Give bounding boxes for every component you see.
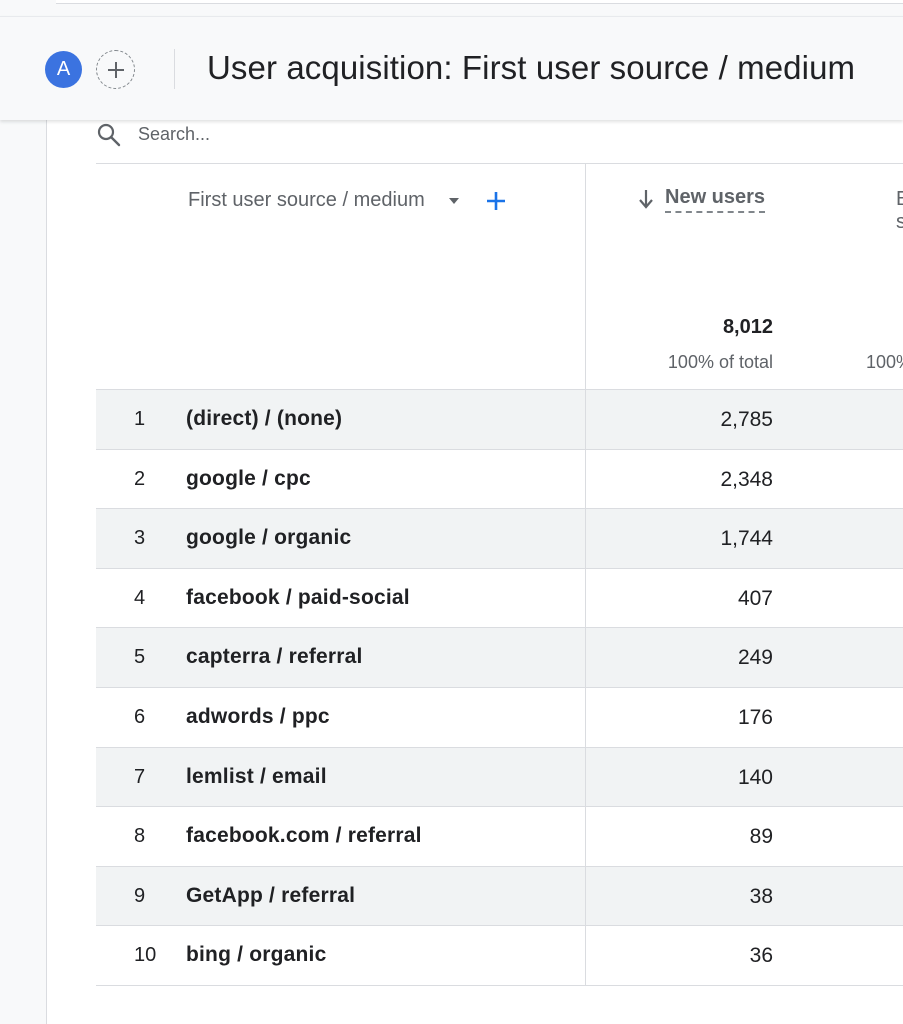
arrow-down-icon	[639, 190, 653, 209]
column-divider	[585, 687, 586, 747]
row-dimension-value[interactable]: facebook / paid-social	[186, 585, 410, 609]
column-divider	[585, 509, 586, 568]
row-metric-value: 176	[737, 705, 773, 729]
column-divider	[585, 926, 586, 985]
row-dimension-value[interactable]: google / organic	[186, 526, 352, 550]
table-row[interactable]: 1 (direct) / (none) 2,785	[96, 390, 903, 450]
row-metric-value: 249	[737, 646, 773, 670]
dimension-column-header: First user source / medium	[188, 189, 507, 212]
header-divider	[174, 49, 175, 89]
table-row[interactable]: 6 adwords / ppc 176	[96, 687, 903, 748]
row-metric-value: 2,348	[720, 467, 773, 491]
row-rank: 3	[134, 527, 146, 550]
column-divider	[585, 568, 586, 628]
row-dimension-value[interactable]: lemlist / email	[186, 764, 327, 788]
left-gutter	[0, 120, 47, 1024]
search-bar	[96, 120, 903, 164]
table-row[interactable]: 5 capterra / referral 249	[96, 628, 903, 688]
row-rank: 7	[134, 765, 146, 788]
table-row[interactable]: 9 GetApp / referral 38	[96, 866, 903, 927]
column-divider	[585, 390, 586, 449]
table-body: 1 (direct) / (none) 2,785 2 google / cpc 2,34…	[96, 390, 903, 986]
row-metric-value: 89	[749, 825, 773, 849]
row-metric-value: 36	[749, 944, 773, 968]
page-title: User acquisition: First user source / me…	[207, 49, 856, 86]
row-dimension-value[interactable]: facebook.com / referral	[186, 824, 422, 848]
dimension-label[interactable]: First user source / medium	[188, 189, 425, 211]
table-row[interactable]: 3 google / organic 1,744	[96, 509, 903, 569]
row-dimension-value[interactable]: (direct) / (none)	[186, 407, 343, 430]
table-row[interactable]: 10 bing / organic 36	[96, 926, 903, 986]
search-input[interactable]	[138, 120, 538, 148]
column-divider	[585, 449, 586, 509]
row-rank: 2	[134, 467, 146, 490]
row-rank: 9	[134, 884, 146, 907]
caret-down-icon[interactable]	[447, 194, 461, 208]
row-rank: 1	[134, 408, 146, 430]
table-header: First user source / medium New users	[96, 163, 903, 391]
row-dimension-value[interactable]: bing / organic	[186, 943, 327, 967]
column-divider	[585, 866, 586, 926]
add-comparison-button[interactable]	[96, 50, 135, 89]
table-row[interactable]: 8 facebook.com / referral 89	[96, 807, 903, 867]
top-strip-edge	[56, 0, 903, 4]
next-total-percentage-partial: 100%	[866, 352, 903, 372]
next-metric-label-partial[interactable]: E s	[896, 188, 903, 233]
row-dimension-value[interactable]: google / cpc	[186, 466, 311, 490]
total-value: 8,012	[722, 316, 773, 338]
table-row[interactable]: 7 lemlist / email 140	[96, 747, 903, 808]
table-row[interactable]: 2 google / cpc 2,348	[96, 449, 903, 510]
report-header: A User acquisition: First user source / …	[0, 16, 903, 120]
row-metric-value: 407	[737, 586, 773, 610]
data-table: First user source / medium New users	[96, 163, 903, 986]
column-divider	[585, 628, 586, 687]
column-divider	[585, 747, 586, 807]
row-metric-value: 2,785	[720, 408, 773, 431]
row-metric-value: 38	[749, 884, 773, 908]
plus-circle-icon	[107, 61, 124, 78]
metric-column-header[interactable]: New users	[637, 186, 766, 213]
comparison-avatar[interactable]: A	[45, 51, 82, 88]
row-dimension-value[interactable]: adwords / ppc	[186, 704, 330, 728]
metric-label: New users	[665, 186, 766, 213]
table-row[interactable]: 4 facebook / paid-social 407	[96, 568, 903, 629]
row-metric-value: 1,744	[720, 527, 773, 551]
row-metric-value: 140	[737, 765, 773, 789]
row-rank: 5	[134, 646, 146, 669]
row-dimension-value[interactable]: capterra / referral	[186, 645, 363, 669]
row-rank: 10	[134, 944, 157, 967]
column-divider	[585, 807, 586, 866]
total-percentage: 100% of total	[667, 352, 773, 372]
top-strip	[0, 0, 903, 16]
row-dimension-value[interactable]: GetApp / referral	[186, 883, 356, 907]
plus-icon[interactable]	[485, 190, 507, 212]
search-icon	[97, 123, 121, 147]
report-card: First user source / medium New users	[47, 120, 903, 1024]
column-divider	[585, 164, 586, 391]
row-rank: 6	[134, 705, 146, 728]
row-rank: 8	[134, 825, 146, 848]
row-rank: 4	[134, 586, 146, 609]
